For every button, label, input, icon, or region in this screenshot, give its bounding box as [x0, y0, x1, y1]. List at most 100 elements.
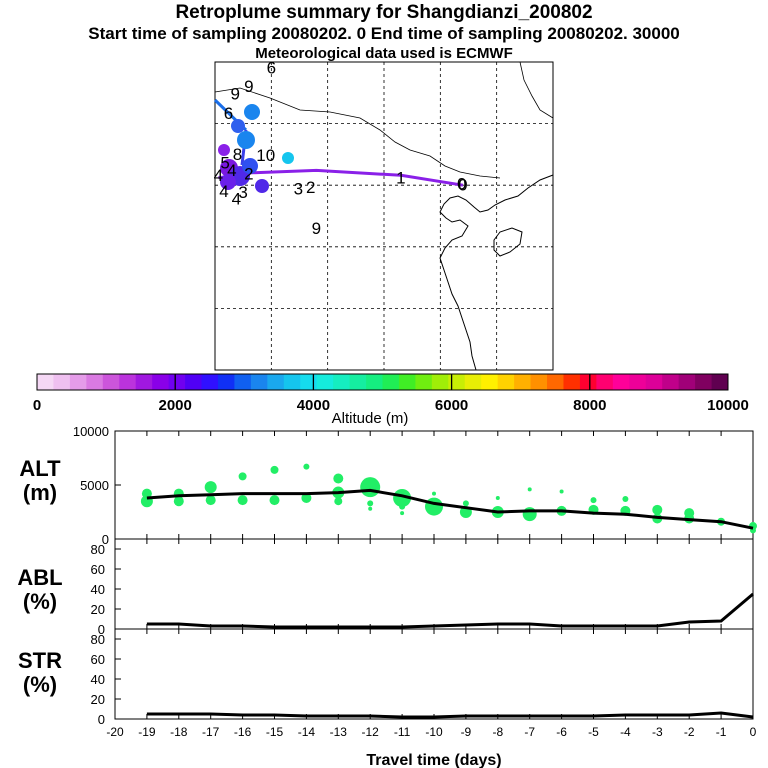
y-tick-label: 10000: [73, 424, 109, 439]
colorbar-swatch: [711, 374, 729, 390]
colorbar-swatch: [152, 374, 170, 390]
plume-altitude-point: [652, 504, 663, 515]
plume-day-label: 8: [233, 145, 242, 164]
plume-altitude-point: [368, 506, 373, 511]
plume-altitude-point: [334, 497, 343, 506]
map-frame: [214, 61, 554, 371]
colorbar-swatch: [366, 374, 383, 390]
colorbar-swatch: [415, 374, 433, 390]
colorbar-swatch: [398, 374, 416, 390]
plume-cluster-blob: [237, 131, 255, 149]
y-tick-label: 40: [91, 582, 105, 597]
colorbar-axis-label: Altitude (m): [332, 410, 409, 427]
plume-altitude-point: [559, 489, 564, 494]
colorbar-swatch: [217, 374, 235, 390]
panel-frame: [114, 538, 754, 630]
panel-ylabel: STR: [18, 648, 62, 673]
colorbar-swatch: [349, 374, 367, 390]
fraction-line: [146, 592, 754, 629]
colorbar-swatch: [662, 374, 680, 390]
plume-cluster-blob: [220, 174, 236, 190]
y-tick-label: 80: [91, 632, 105, 647]
sampling-time-line: Start time of sampling 20080202. 0 End t…: [88, 24, 680, 43]
y-tick-label: 0: [98, 712, 105, 727]
plume-altitude-point: [238, 472, 247, 481]
y-tick-label: 60: [91, 562, 105, 577]
altitude-colorbar: 0 2000 4000 6000 8000 10000 Altitude (m): [33, 373, 749, 427]
colorbar-swatch: [168, 374, 186, 390]
colorbar-tick-label: 8000: [573, 397, 606, 414]
x-tick-label: -5: [588, 725, 599, 739]
plume-altitude-point: [173, 496, 184, 507]
colorbar-swatch: [316, 374, 334, 390]
panel-frame: [114, 628, 754, 720]
x-tick-label: -9: [461, 725, 472, 739]
x-tick-label: -2: [684, 725, 695, 739]
plume-day-label: 2: [244, 165, 253, 184]
y-tick-label: 5000: [80, 478, 109, 493]
x-tick-label: -8: [492, 725, 503, 739]
plume-altitude-point: [590, 497, 597, 504]
x-tick-label: -7: [524, 725, 535, 739]
plume-altitude-point: [495, 495, 500, 500]
plume-day-label: 6: [267, 59, 276, 78]
plume-altitude-point: [204, 481, 217, 494]
plume-altitude-point: [462, 500, 469, 507]
plume-altitude-point: [527, 487, 532, 492]
x-tick-label: -6: [556, 725, 567, 739]
colorbar-swatch: [612, 374, 630, 390]
colorbar-swatch: [37, 374, 54, 390]
x-tick-label: -17: [202, 725, 220, 739]
x-tick-label: -12: [362, 725, 380, 739]
panel-ylabel: ABL: [17, 565, 62, 590]
y-tick-label: 0: [102, 532, 109, 547]
border-line: [214, 87, 501, 179]
y-tick-label: 20: [91, 602, 105, 617]
x-tick-label: -3: [652, 725, 663, 739]
x-tick-label: -15: [266, 725, 284, 739]
plume-altitude-point: [237, 495, 248, 506]
colorbar-swatch: [283, 374, 301, 390]
colorbar-swatch: [185, 374, 202, 390]
plume-day-label: 6: [224, 104, 233, 123]
colorbar-tick-label: 4000: [297, 397, 330, 414]
x-tick-label: -14: [298, 725, 316, 739]
fraction-line: [146, 711, 754, 719]
colorbar-swatch: [448, 374, 466, 390]
colorbar-swatch: [267, 374, 285, 390]
plume-altitude-point: [303, 463, 310, 470]
colorbar-swatch: [695, 374, 712, 390]
plume-altitude-point: [141, 488, 152, 499]
colorbar-swatch: [333, 374, 350, 390]
plume-cluster-blob: [255, 179, 269, 193]
plume-altitude-point: [522, 507, 537, 522]
mean-altitude-line: [146, 488, 754, 530]
border-line: [519, 61, 554, 119]
x-tick-label: -18: [170, 725, 188, 739]
colorbar-swatch: [645, 374, 663, 390]
y-tick-label: 20: [91, 692, 105, 707]
y-tick-label: 40: [91, 672, 105, 687]
colorbar-swatch: [497, 374, 515, 390]
colorbar-frame: [36, 373, 729, 391]
x-tick-label: -20: [106, 725, 124, 739]
x-tick-label: -10: [425, 725, 443, 739]
plume-day-label: 0: [457, 174, 466, 193]
colorbar-swatch: [234, 374, 252, 390]
plume-day-label: 4: [219, 182, 228, 201]
y-tick-label: 60: [91, 652, 105, 667]
colorbar-swatch: [481, 374, 499, 390]
plume-altitude-point: [432, 491, 436, 496]
colorbar-swatch: [563, 374, 581, 390]
plume-day-label: 3: [238, 183, 247, 202]
panel-ylabel-unit: (%): [23, 589, 57, 614]
plume-cluster-blob: [282, 152, 294, 164]
plume-day-label: 10: [256, 146, 275, 165]
colorbar-tick-label: 0: [33, 397, 41, 414]
plume-cluster-blob: [231, 119, 245, 133]
colorbar-swatch: [514, 374, 531, 390]
colorbar-swatch: [135, 374, 153, 390]
colorbar-swatch: [201, 374, 219, 390]
colorbar-tick-label: 6000: [435, 397, 468, 414]
